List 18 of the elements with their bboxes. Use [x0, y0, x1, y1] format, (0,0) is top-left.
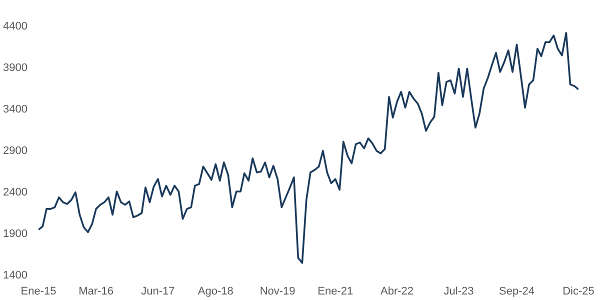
- line-series: [38, 32, 578, 264]
- y-tick-label: 2900: [3, 145, 28, 157]
- y-tick-label: 1400: [3, 270, 28, 282]
- x-tick-label: Ene-21: [318, 286, 354, 298]
- x-tick-label: Dic-25: [562, 286, 594, 298]
- x-tick-label: Mar-16: [78, 286, 114, 298]
- x-tick-label: Ene-15: [20, 286, 56, 298]
- y-tick-label: 2400: [3, 186, 28, 198]
- y-tick-label: 4400: [3, 20, 28, 32]
- x-tick-label: Nov-19: [260, 286, 296, 298]
- y-tick-label: 3400: [3, 104, 28, 116]
- x-tick-label: Jun-17: [141, 286, 175, 298]
- x-tick-label: Ago-18: [198, 286, 234, 298]
- y-tick-label: 1900: [3, 228, 28, 240]
- x-tick-label: Abr-22: [380, 286, 414, 298]
- x-tick-label: Sep-24: [499, 286, 534, 298]
- y-tick-label: 3900: [3, 62, 28, 74]
- x-tick-label: Jul-23: [444, 286, 474, 298]
